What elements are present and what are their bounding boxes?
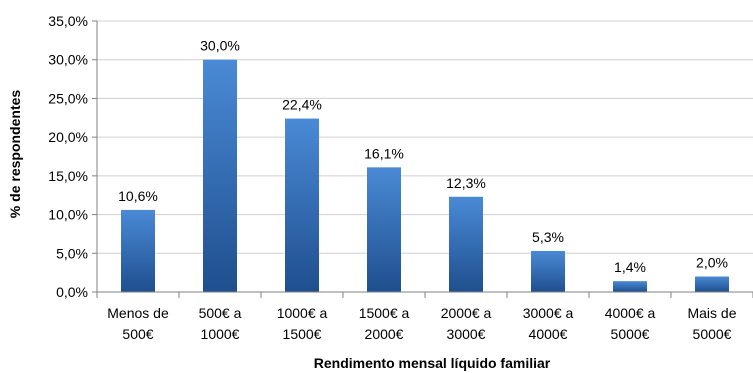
bars (121, 59, 729, 292)
y-tick-label: 10,0% (48, 207, 88, 223)
bar (613, 281, 647, 292)
bar (531, 250, 565, 292)
x-category-label: 1500€ (283, 326, 322, 342)
data-label: 5,3% (532, 229, 564, 245)
bar (449, 196, 483, 292)
data-label: 30,0% (200, 38, 240, 54)
x-category-label: 2000€ (365, 326, 404, 342)
x-category-label: 5000€ (611, 326, 650, 342)
x-category-label: 3000€ a (523, 305, 574, 321)
x-axis-categories: Menos de 500€ 500€ a 1000€ 1000€ a 1500€ 1500€… (107, 305, 736, 342)
data-label: 22,4% (282, 97, 322, 113)
bar (695, 276, 729, 292)
x-axis-title: Rendimento mensal líquido familiar (314, 355, 551, 371)
y-tick-label: 25,0% (48, 90, 88, 106)
x-category-label: 500€ (122, 326, 153, 342)
y-axis-title: % de respondentes (7, 90, 23, 219)
y-tick-label: 30,0% (48, 52, 88, 68)
x-category-label: 3000€ (447, 326, 486, 342)
x-category-label: 5000€ (693, 326, 732, 342)
data-label: 2,0% (696, 255, 728, 271)
bar (203, 59, 237, 292)
gridlines (97, 20, 753, 254)
bar (285, 118, 319, 292)
y-axis-ticks: 0,0% 5,0% 10,0% 15,0% 20,0% 25,0% 30,0% 35,0% (48, 13, 88, 300)
x-category-label: 4000€ (529, 326, 568, 342)
y-tick-label: 5,0% (56, 245, 88, 261)
x-category-label: Menos de (107, 305, 169, 321)
x-category-label: Mais de (687, 305, 736, 321)
x-category-label: 500€ a (199, 305, 242, 321)
y-tick-label: 20,0% (48, 129, 88, 145)
x-category-label: 1500€ a (359, 305, 410, 321)
y-tick-label: 35,0% (48, 13, 88, 29)
data-label: 12,3% (446, 175, 486, 191)
bar (121, 209, 155, 292)
data-label: 16,1% (364, 145, 404, 161)
x-category-label: 4000€ a (605, 305, 656, 321)
x-category-label: 2000€ a (441, 305, 492, 321)
x-category-label: 1000€ a (277, 305, 328, 321)
y-tick-label: 15,0% (48, 168, 88, 184)
y-tick-label: 0,0% (56, 284, 88, 300)
data-label: 1,4% (614, 259, 646, 275)
axes (92, 20, 753, 298)
bar (367, 167, 401, 292)
data-label: 10,6% (118, 188, 158, 204)
x-category-label: 1000€ (201, 326, 240, 342)
data-labels: 10,6% 30,0% 22,4% 16,1% 12,3% 5,3% 1,4% 2,0% (118, 38, 728, 275)
